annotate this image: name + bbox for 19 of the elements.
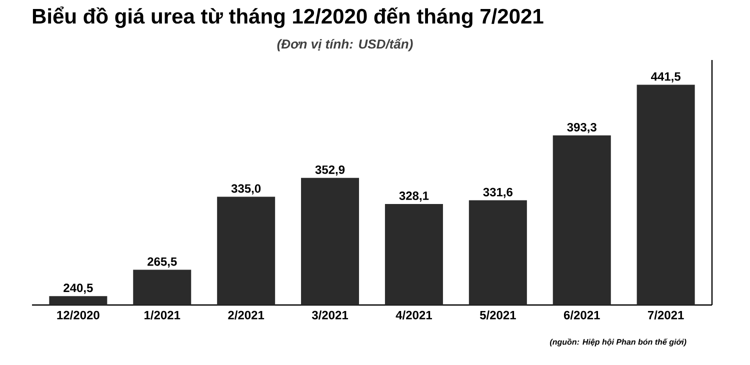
- x-tick-label: 4/2021: [396, 310, 432, 320]
- data-label: 441,5: [650, 72, 680, 83]
- data-label: 331,6: [483, 188, 512, 198]
- text: (nguồn: Hiệp hội Phan bón thế giới): [550, 338, 686, 346]
- data-label: 393,3: [567, 122, 596, 134]
- x-tick-label: 7/2021: [648, 310, 684, 320]
- data-label: 240,5: [64, 284, 93, 294]
- chart-subtitle: (Đơn vị tính: USD/tấn): [277, 38, 413, 52]
- x-tick-label: 1/2021: [144, 310, 180, 320]
- data-label: 265,5: [148, 257, 177, 268]
- data-label: 335,0: [231, 184, 261, 194]
- x-tick-label: 2/2021: [228, 310, 264, 320]
- data-label: 352,9: [315, 165, 345, 176]
- chart-title: Biểu đồ giá urea từ tháng 12/2020 đến tháng 7/2021: [32, 6, 544, 28]
- x-tick-label: 12/2020: [57, 310, 100, 320]
- x-tick-label: 5/2021: [480, 310, 516, 320]
- x-tick-label: 3/2021: [312, 310, 348, 320]
- x-tick-label: 6/2021: [564, 310, 600, 320]
- data-label: 328,1: [399, 192, 429, 202]
